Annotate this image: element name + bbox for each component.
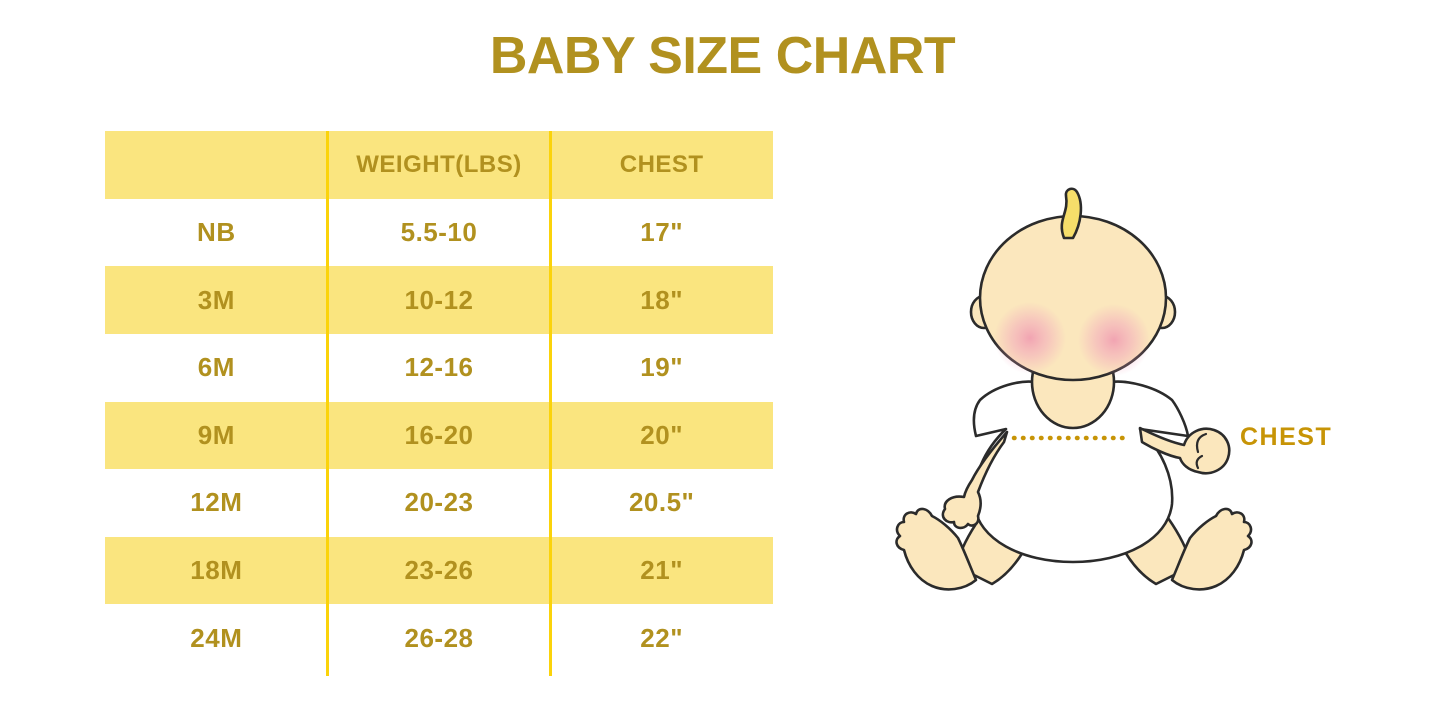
- table-row: 9M 16-20 20": [105, 401, 773, 470]
- size-cell: 6M: [197, 352, 235, 383]
- baby-illustration: [880, 180, 1340, 610]
- baby-left-cheek: [994, 302, 1066, 374]
- chest-cell: 20.5": [628, 487, 695, 518]
- table-row: 6M 12-16 19": [105, 334, 773, 402]
- chest-cell: 18": [640, 284, 684, 315]
- header-size-cell: [105, 131, 328, 199]
- header-weight-cell: WEIGHT(LBS): [356, 150, 522, 178]
- size-cell: 18M: [190, 555, 243, 586]
- chest-cell: 17": [640, 216, 684, 247]
- page-title: BABY SIZE CHART: [489, 27, 956, 85]
- chest-cell: 19": [640, 352, 684, 383]
- baby-left-arm: [941, 430, 1009, 530]
- table-column-divider: [549, 131, 552, 676]
- size-cell: 12M: [190, 487, 243, 518]
- table-column-divider: [326, 131, 329, 676]
- table-row: 18M 23-26 21": [105, 536, 773, 605]
- weight-cell: 16-20: [404, 419, 474, 450]
- weight-cell: 5.5-10: [400, 216, 478, 247]
- baby-fist-knuckles: [1195, 454, 1204, 470]
- weight-cell: 12-16: [404, 352, 474, 383]
- table-row: NB 5.5-10 17": [105, 199, 773, 267]
- baby-fist-knuckles: [1195, 432, 1208, 454]
- baby-illustration-svg: [895, 187, 1253, 591]
- size-cell: NB: [197, 216, 236, 247]
- weight-cell: 26-28: [404, 622, 474, 653]
- table-row: 3M 10-12 18": [105, 266, 773, 334]
- baby-right-arm: [1138, 426, 1231, 475]
- size-cell: 9M: [197, 419, 235, 450]
- chest-annotation-label: CHEST: [1240, 423, 1333, 451]
- weight-cell: 20-23: [404, 487, 474, 518]
- weight-cell: 10-12: [404, 284, 474, 315]
- table-row: 24M 26-28 22": [105, 604, 773, 672]
- header-chest-cell: CHEST: [619, 150, 704, 178]
- baby-right-cheek: [1078, 304, 1150, 376]
- table-row: 12M 20-23 20.5": [105, 469, 773, 537]
- weight-cell: 23-26: [404, 555, 474, 586]
- size-cell: 24M: [190, 622, 243, 653]
- size-cell: 3M: [197, 284, 235, 315]
- table-header-row: WEIGHT(LBS) CHEST: [105, 131, 773, 199]
- chest-cell: 20": [640, 419, 684, 450]
- chest-cell: 21": [640, 555, 684, 586]
- baby-hair-tuft: [1060, 187, 1083, 240]
- size-table: WEIGHT(LBS) CHEST NB 5.5-10 17" 3M 10-12…: [105, 131, 773, 676]
- chest-cell: 22": [640, 622, 684, 653]
